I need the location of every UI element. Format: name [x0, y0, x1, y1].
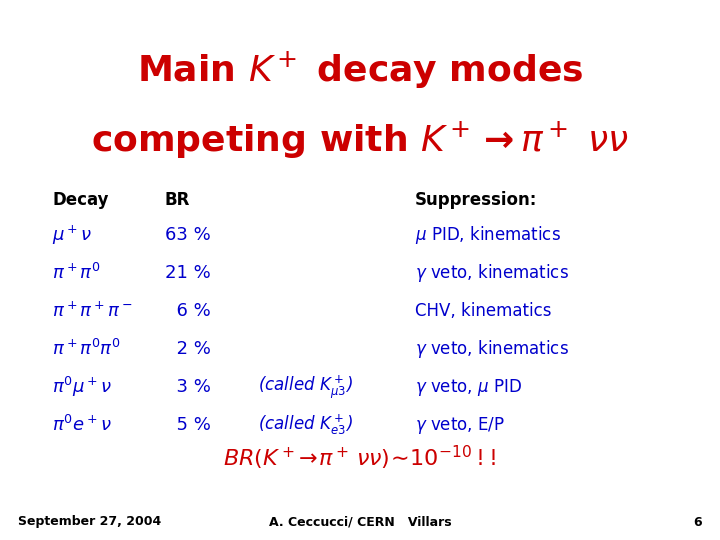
Text: 2 %: 2 % [165, 340, 211, 358]
Text: $\pi^+\pi^+\pi^-$: $\pi^+\pi^+\pi^-$ [52, 301, 132, 321]
Text: Main $\mathbf{\mathit{K}}^+$ decay modes: Main $\mathbf{\mathit{K}}^+$ decay modes [137, 49, 583, 91]
Text: $\mathbf{\mathit{BR(K^+\!\rightarrow\!\pi^+\,\nu\nu)\!\sim\!10^{-10}\,!!}}$: $\mathbf{\mathit{BR(K^+\!\rightarrow\!\p… [223, 444, 497, 472]
Text: $\mu$ PID, kinematics: $\mu$ PID, kinematics [415, 224, 561, 246]
Text: Decay: Decay [52, 191, 109, 209]
Text: 63 %: 63 % [165, 226, 211, 244]
Text: BR: BR [165, 191, 190, 209]
Text: 5 %: 5 % [165, 416, 211, 434]
Text: 6 %: 6 % [165, 302, 211, 320]
Text: (called $K^+_{e3}$): (called $K^+_{e3}$) [258, 413, 353, 437]
Text: 21 %: 21 % [165, 264, 211, 282]
Text: $\gamma$ veto, E/P: $\gamma$ veto, E/P [415, 415, 505, 435]
Text: 3 %: 3 % [165, 378, 211, 396]
Text: $\gamma$ veto, kinematics: $\gamma$ veto, kinematics [415, 262, 569, 284]
Text: $\pi^+\pi^0$: $\pi^+\pi^0$ [52, 263, 101, 283]
Text: $\pi^0\mu^+\nu$: $\pi^0\mu^+\nu$ [52, 375, 112, 399]
Text: $\mu^+\nu$: $\mu^+\nu$ [52, 224, 92, 247]
Text: competing with $\mathbf{\mathit{K}}^+$$\mathbf{\rightarrow}$$\mathbf{\mathit{\pi: competing with $\mathbf{\mathit{K}}^+$$\… [91, 119, 629, 161]
Text: A. Ceccucci/ CERN   Villars: A. Ceccucci/ CERN Villars [269, 516, 451, 529]
Text: 6: 6 [693, 516, 702, 529]
Text: $\pi^0e^+\nu$: $\pi^0e^+\nu$ [52, 415, 112, 435]
Text: Suppression:: Suppression: [415, 191, 537, 209]
Text: (called $K^+_{\mu3}$): (called $K^+_{\mu3}$) [258, 373, 353, 401]
Text: $\gamma$ veto, $\mu$ PID: $\gamma$ veto, $\mu$ PID [415, 376, 522, 397]
Text: CHV, kinematics: CHV, kinematics [415, 302, 552, 320]
Text: $\pi^+\pi^0\pi^0$: $\pi^+\pi^0\pi^0$ [52, 339, 121, 359]
Text: $\gamma$ veto, kinematics: $\gamma$ veto, kinematics [415, 338, 569, 360]
Text: September 27, 2004: September 27, 2004 [18, 516, 161, 529]
